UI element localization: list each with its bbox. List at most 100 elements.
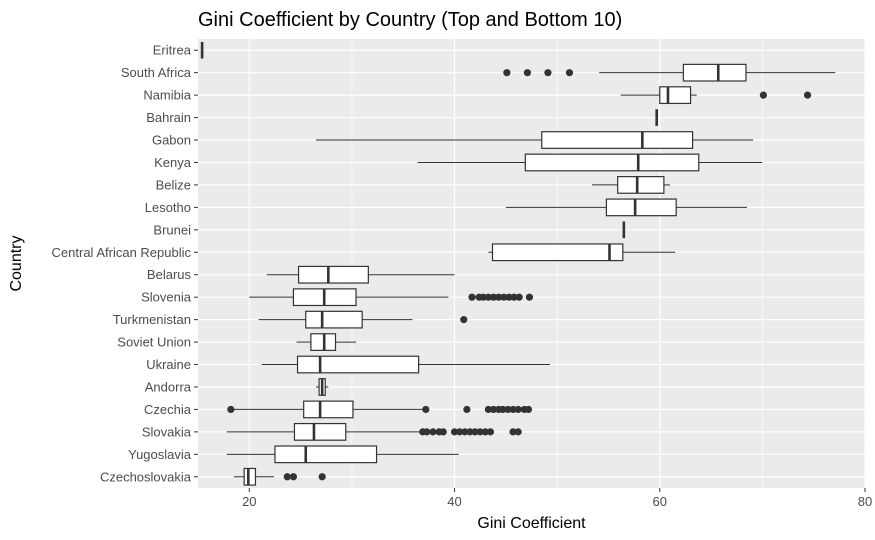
outlier-point bbox=[456, 428, 464, 436]
iqr-box bbox=[617, 176, 665, 194]
outlier-point bbox=[489, 405, 498, 414]
iqr-box bbox=[605, 198, 677, 217]
outlier-point bbox=[524, 405, 533, 414]
y-tick-label: Brunei bbox=[153, 222, 191, 237]
box-namibia bbox=[620, 86, 812, 105]
outlier-point bbox=[565, 69, 574, 77]
outlier-point bbox=[504, 405, 512, 414]
outlier-point bbox=[429, 428, 437, 436]
iqr-box bbox=[305, 310, 363, 329]
outlier-point bbox=[484, 293, 493, 301]
outlier-point bbox=[803, 91, 812, 99]
iqr-box bbox=[274, 445, 378, 464]
y-tick-label: Slovakia bbox=[142, 424, 192, 439]
outlier-point bbox=[479, 293, 487, 301]
outlier-point bbox=[495, 293, 503, 301]
outlier-point bbox=[468, 293, 476, 301]
outlier-point bbox=[503, 69, 511, 77]
outlier-point bbox=[439, 428, 447, 436]
y-tick-label: Andorra bbox=[145, 379, 192, 394]
y-tick-label: Czechia bbox=[144, 402, 192, 417]
box-gabon bbox=[316, 131, 754, 149]
y-tick-label: Kenya bbox=[154, 155, 192, 170]
outlier-point bbox=[500, 293, 508, 301]
y-tick-label: Eritrea bbox=[153, 43, 192, 58]
outlier-point bbox=[514, 405, 522, 414]
outlier-point bbox=[515, 293, 523, 301]
outlier-point bbox=[510, 293, 518, 301]
y-tick-label: Central African Republic bbox=[52, 245, 192, 260]
outlier-point bbox=[499, 405, 507, 414]
box-yugoslavia bbox=[226, 445, 459, 464]
y-tick-label: Yugoslavia bbox=[128, 447, 192, 462]
x-tick-label: 20 bbox=[242, 494, 256, 509]
iqr-box bbox=[243, 467, 257, 486]
outlier-point bbox=[514, 428, 522, 436]
outlier-point bbox=[466, 428, 474, 436]
y-tick-label: Lesotho bbox=[145, 200, 191, 215]
box-central-african-republic bbox=[488, 243, 676, 262]
y-tick-label: Czechoslovakia bbox=[100, 469, 192, 484]
y-tick-label: Slovenia bbox=[141, 290, 192, 305]
box-belize bbox=[592, 176, 671, 194]
box-belarus bbox=[266, 265, 455, 284]
iqr-box bbox=[491, 243, 624, 262]
y-tick-label: Belize bbox=[156, 177, 191, 192]
y-tick-label: Bahrain bbox=[146, 110, 191, 125]
outlier-point bbox=[460, 316, 468, 324]
box-ukraine bbox=[261, 355, 550, 374]
box-slovenia bbox=[249, 288, 534, 307]
outlier-point bbox=[463, 405, 471, 414]
y-tick-label: Soviet Union bbox=[117, 335, 191, 350]
y-tick-label: Namibia bbox=[143, 88, 191, 103]
y-tick-label: Belarus bbox=[147, 267, 192, 282]
outlier-point bbox=[450, 428, 459, 436]
box-czechia bbox=[227, 400, 533, 419]
box-andorra bbox=[316, 378, 329, 396]
outlier-point bbox=[759, 91, 768, 99]
box-turkmenistan bbox=[258, 310, 468, 329]
outlier-point bbox=[525, 293, 534, 301]
outlier-point bbox=[423, 428, 431, 436]
y-tick-label: South Africa bbox=[121, 65, 192, 80]
plot-panel bbox=[198, 39, 865, 488]
outlier-point bbox=[484, 405, 493, 414]
chart-title: Gini Coefficient by Country (Top and Bot… bbox=[198, 9, 622, 31]
x-axis: 20 40 60 80 bbox=[242, 488, 872, 509]
iqr-box bbox=[297, 265, 369, 284]
x-axis-label: Gini Coefficient bbox=[477, 515, 586, 532]
iqr-box bbox=[682, 63, 747, 82]
iqr-box bbox=[296, 355, 420, 374]
iqr-box bbox=[524, 153, 700, 172]
y-tick-label: Gabon bbox=[152, 133, 191, 148]
outlier-point bbox=[505, 293, 513, 301]
outlier-point bbox=[481, 428, 489, 436]
box-south-africa bbox=[503, 63, 836, 82]
iqr-box bbox=[541, 131, 694, 149]
y-axis: Eritrea South Africa Namibia Bahrain Gabon Ke… bbox=[52, 43, 198, 484]
box-series bbox=[200, 41, 836, 486]
outlier-point bbox=[422, 405, 430, 414]
outlier-point bbox=[509, 428, 517, 436]
box-slovakia bbox=[226, 422, 522, 441]
outlier-point bbox=[544, 69, 552, 77]
outlier-point bbox=[476, 428, 484, 436]
outlier-point bbox=[486, 428, 495, 436]
outlier-point bbox=[461, 428, 469, 436]
box-soviet-union bbox=[296, 333, 357, 351]
box-kenya bbox=[417, 153, 763, 172]
box-czechoslovakia bbox=[233, 467, 326, 486]
outlier-point bbox=[471, 428, 479, 436]
iqr-box bbox=[659, 86, 692, 105]
y-tick-label: Ukraine bbox=[146, 357, 191, 372]
outlier-point bbox=[318, 473, 326, 481]
box-lesotho bbox=[505, 198, 747, 217]
outlier-point bbox=[489, 293, 498, 301]
x-tick-label: 80 bbox=[858, 494, 872, 509]
iqr-box bbox=[293, 422, 347, 441]
outlier-point bbox=[283, 473, 291, 481]
outlier-point bbox=[289, 473, 298, 481]
outlier-point bbox=[523, 69, 531, 77]
x-tick-label: 60 bbox=[653, 494, 667, 509]
